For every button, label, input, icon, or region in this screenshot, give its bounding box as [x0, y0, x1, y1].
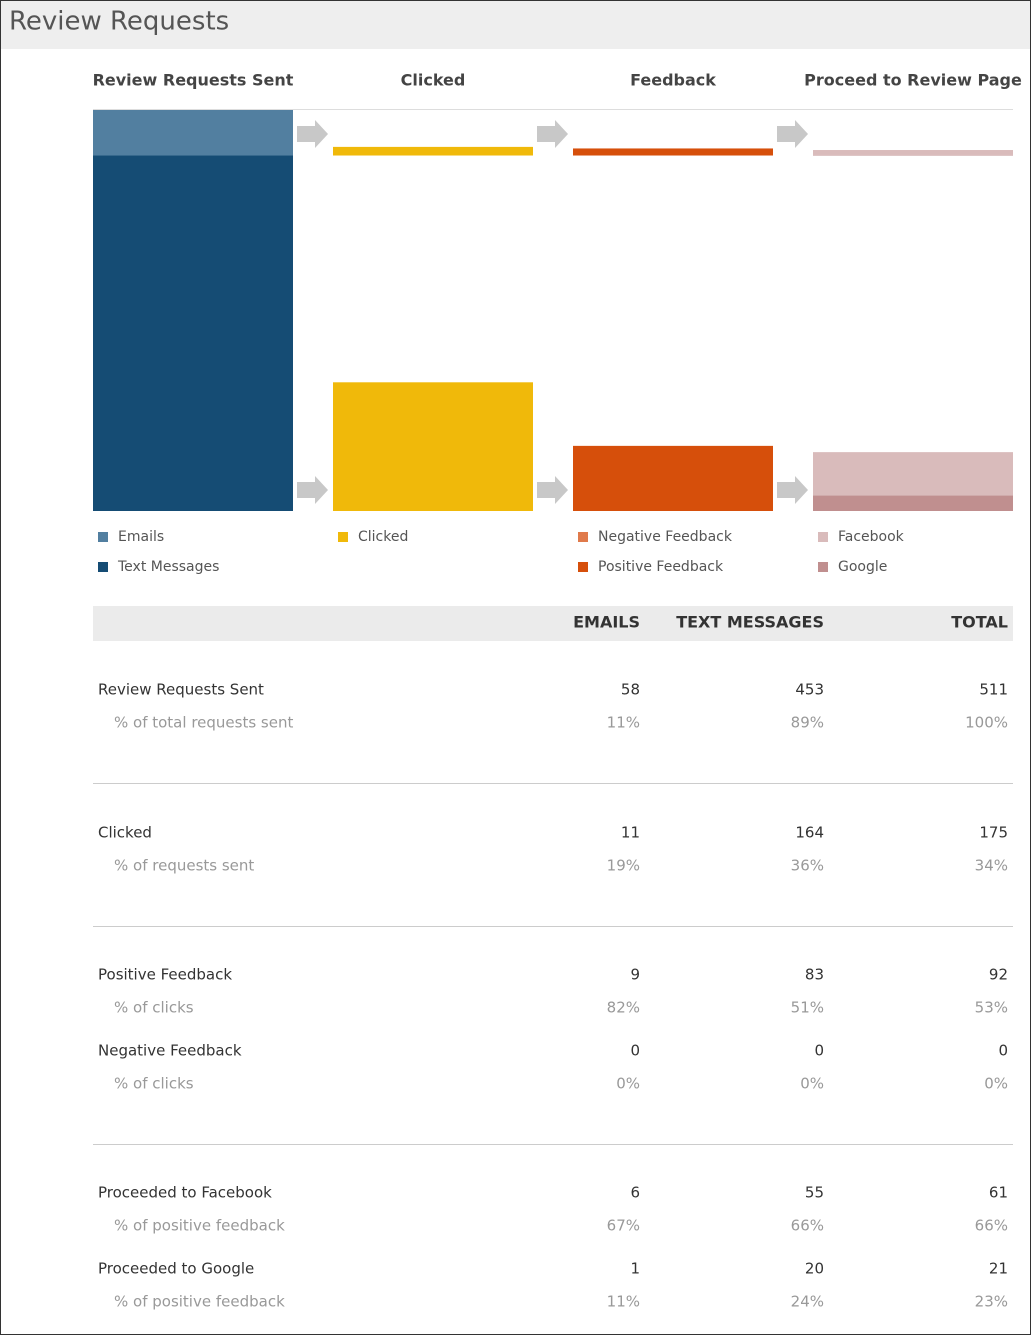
cell-value: 92: [989, 966, 1008, 984]
cell-value: 453: [795, 681, 824, 699]
cell-percent: 89%: [791, 714, 824, 732]
cell-percent: 67%: [607, 1217, 640, 1235]
funnel-arrow: [297, 120, 328, 148]
cell-value: 511: [979, 681, 1008, 699]
cell-value: 61: [989, 1184, 1008, 1202]
cell-percent: 100%: [965, 714, 1008, 732]
funnel-arrow: [297, 476, 328, 504]
column-title: Review Requests Sent: [93, 71, 294, 90]
row-label: Proceeded to Google: [98, 1260, 254, 1278]
cell-percent: 11%: [607, 714, 640, 732]
cell-value: 11: [621, 824, 640, 842]
legend-swatch: [98, 532, 108, 542]
column-title: Clicked: [401, 71, 466, 90]
cell-value: 55: [805, 1184, 824, 1202]
table-column-header: TEXT MESSAGES: [676, 613, 824, 632]
cell-value: 9: [630, 966, 640, 984]
cell-value: 0: [998, 1042, 1008, 1060]
column-title: Feedback: [630, 71, 716, 90]
legend-swatch: [98, 562, 108, 572]
funnel-segment: [573, 445, 773, 511]
row-sublabel: % of clicks: [114, 1075, 194, 1093]
cell-value: 20: [805, 1260, 824, 1278]
legend-label: Positive Feedback: [598, 559, 724, 575]
cell-percent: 11%: [607, 1293, 640, 1311]
cell-value: 58: [621, 681, 640, 699]
cell-percent: 66%: [975, 1217, 1008, 1235]
cell-percent: 23%: [975, 1293, 1008, 1311]
row-label: Review Requests Sent: [98, 681, 264, 699]
table-header-bar: [93, 606, 1013, 641]
legend-label: Clicked: [358, 529, 408, 545]
funnel-segment: [333, 146, 533, 156]
row-sublabel: % of positive feedback: [114, 1217, 285, 1235]
row-label: Positive Feedback: [98, 966, 232, 984]
funnel-segment: [813, 495, 1013, 511]
row-sublabel: % of total requests sent: [114, 714, 293, 732]
cell-percent: 53%: [975, 999, 1008, 1017]
funnel-arrow: [777, 476, 808, 504]
legend-swatch: [578, 562, 588, 572]
legend-swatch: [818, 532, 828, 542]
cell-percent: 24%: [791, 1293, 824, 1311]
funnel-arrow: [537, 120, 568, 148]
cell-percent: 36%: [791, 857, 824, 875]
cell-value: 0: [814, 1042, 824, 1060]
cell-percent: 51%: [791, 999, 824, 1017]
funnel-arrow: [537, 476, 568, 504]
cell-percent: 82%: [607, 999, 640, 1017]
funnel-segment: [93, 155, 293, 511]
cell-value: 0: [630, 1042, 640, 1060]
cell-value: 83: [805, 966, 824, 984]
funnel-segment: [333, 382, 533, 511]
header-bar: [1, 1, 1030, 49]
cell-value: 1: [630, 1260, 640, 1278]
funnel-segment: [813, 150, 1013, 155]
legend-label: Negative Feedback: [598, 529, 733, 545]
cell-value: 6: [630, 1184, 640, 1202]
cell-percent: 0%: [984, 1075, 1008, 1093]
legend-label: Google: [838, 559, 887, 575]
cell-percent: 66%: [791, 1217, 824, 1235]
funnel-segment: [813, 452, 1013, 496]
cell-value: 21: [989, 1260, 1008, 1278]
legend-label: Facebook: [838, 529, 905, 545]
funnel-segment: [93, 110, 293, 156]
cell-percent: 19%: [607, 857, 640, 875]
row-label: Proceeded to Facebook: [98, 1184, 272, 1202]
cell-percent: 0%: [800, 1075, 824, 1093]
table-column-header: TOTAL: [951, 613, 1008, 632]
legend-label: Emails: [118, 529, 164, 545]
row-sublabel: % of positive feedback: [114, 1293, 285, 1311]
funnel-segment: [573, 148, 773, 156]
cell-percent: 34%: [975, 857, 1008, 875]
funnel-arrow: [777, 120, 808, 148]
legend-swatch: [338, 532, 348, 542]
legend-swatch: [818, 562, 828, 572]
row-label: Negative Feedback: [98, 1042, 242, 1060]
column-title: Proceed to Review Page: [804, 71, 1022, 90]
legend-swatch: [578, 532, 588, 542]
cell-value: 164: [795, 824, 824, 842]
funnel-segment: [813, 154, 1013, 156]
cell-percent: 0%: [616, 1075, 640, 1093]
table-column-header: EMAILS: [573, 613, 640, 632]
row-sublabel: % of clicks: [114, 999, 194, 1017]
legend-label: Text Messages: [117, 559, 219, 575]
cell-value: 175: [979, 824, 1008, 842]
row-sublabel: % of requests sent: [114, 857, 254, 875]
page-title: Review Requests: [9, 7, 229, 37]
row-label: Clicked: [98, 824, 152, 842]
